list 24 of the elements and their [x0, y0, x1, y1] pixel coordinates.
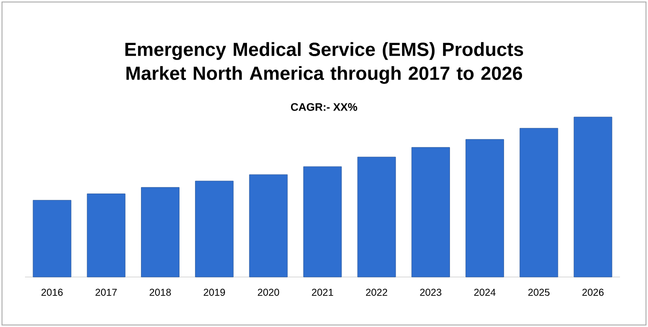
bar	[195, 180, 234, 278]
bar	[411, 147, 450, 278]
x-tick-label: 2026	[582, 288, 604, 296]
x-tick-label: 2022	[366, 288, 388, 296]
bar	[574, 116, 612, 278]
bar	[32, 200, 72, 278]
x-tick-label: 2016	[41, 288, 63, 296]
x-tick-label: 2024	[474, 288, 496, 296]
bar	[466, 139, 504, 278]
bar	[357, 156, 396, 278]
bar	[249, 174, 288, 278]
chart-subtitle: CAGR:- XX%	[290, 103, 358, 111]
bar	[141, 187, 180, 278]
x-tick-label: 2023	[420, 288, 442, 296]
x-tick-label: 2021	[312, 288, 334, 296]
bar	[520, 128, 558, 278]
chart-title: Emergency Medical Service (EMS) Products Market North America through 2017 to 2026	[125, 42, 524, 84]
x-tick-label: 2019	[204, 288, 225, 296]
x-tick-label: 2017	[96, 288, 117, 296]
x-tick-label: 2025	[528, 288, 550, 296]
bar	[303, 166, 342, 278]
x-tick-label: 2020	[258, 288, 280, 296]
x-tick-label: 2018	[150, 288, 171, 296]
bar	[86, 194, 126, 278]
